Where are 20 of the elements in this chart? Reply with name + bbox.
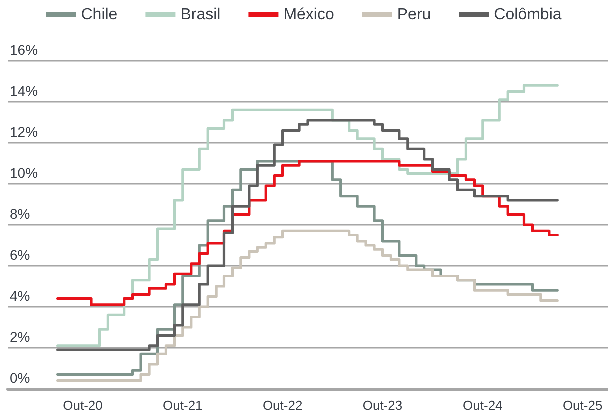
y-tick-label: 12%: [10, 124, 38, 140]
y-tick-label: 14%: [10, 83, 38, 99]
y-tick-label: 10%: [10, 165, 38, 181]
y-tick-label: 4%: [10, 288, 30, 304]
y-tick-label: 8%: [10, 206, 30, 222]
legend-label: México: [284, 6, 334, 24]
x-tick-label: Out-25: [562, 398, 603, 412]
legend-label: Peru: [397, 6, 432, 24]
y-tick-label: 16%: [10, 42, 38, 58]
x-tick-label: Out-22: [262, 398, 303, 412]
x-tick-label: Out-24: [463, 398, 503, 412]
y-tick-label: 0%: [10, 370, 30, 386]
legend-label: Chile: [81, 6, 118, 24]
x-tick-label: Out-20: [63, 398, 103, 412]
x-tick-label: Out-23: [362, 398, 403, 412]
legend-label: Brasil: [180, 6, 221, 24]
legend-label: Colômbia: [494, 6, 562, 24]
y-tick-label: 2%: [10, 329, 30, 345]
x-tick-label: Out-21: [163, 398, 203, 412]
y-tick-label: 6%: [10, 247, 30, 263]
